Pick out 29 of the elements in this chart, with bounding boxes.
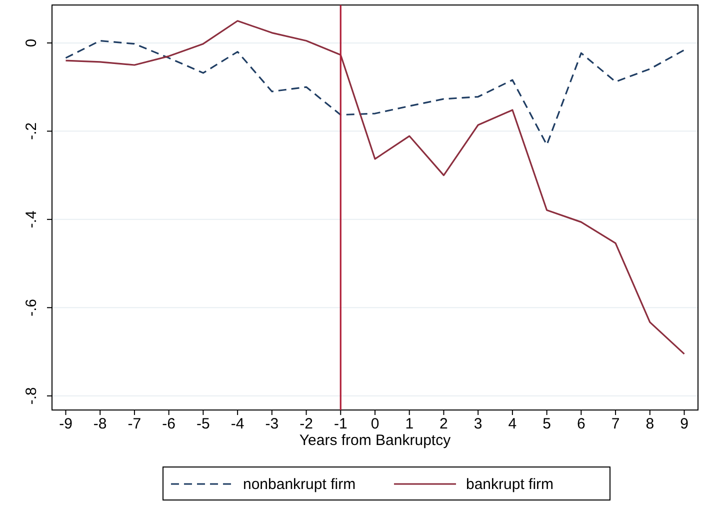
x-tick-label: 8 [646, 416, 654, 433]
y-tick-label: 0 [23, 38, 40, 48]
x-tick-label: -7 [128, 416, 142, 433]
x-tick-label: 7 [611, 416, 620, 433]
y-tick-label: -.4 [23, 210, 40, 228]
y-tick-label: -.8 [23, 387, 40, 405]
x-axis-title: Years from Bankruptcy [299, 432, 452, 449]
x-tick-label: -6 [162, 416, 176, 433]
legend-label: bankrupt firm [466, 476, 554, 493]
x-tick-label: 9 [680, 416, 688, 433]
x-tick-label: -9 [59, 416, 72, 433]
x-tick-label: -3 [265, 416, 279, 433]
x-tick-label: -2 [300, 416, 313, 433]
x-tick-label: 0 [370, 416, 380, 433]
line-series [64, 40, 686, 146]
y-tick-label: -.2 [23, 122, 40, 140]
x-tick-label: -8 [93, 416, 107, 433]
x-tick-label: 4 [508, 416, 517, 433]
x-tick-label: 1 [405, 416, 414, 433]
x-tick-label: 5 [542, 416, 551, 433]
x-tick-label: 3 [474, 416, 482, 433]
x-tick-label: -1 [334, 416, 348, 433]
x-tick-label: -5 [196, 416, 210, 433]
y-tick-label: -.6 [23, 298, 40, 316]
line-series [64, 20, 686, 355]
x-tick-label: 6 [577, 416, 586, 433]
x-tick-label: 2 [440, 416, 448, 433]
legend-label: nonbankrupt firm [243, 476, 356, 493]
x-tick-label: -4 [230, 416, 244, 433]
